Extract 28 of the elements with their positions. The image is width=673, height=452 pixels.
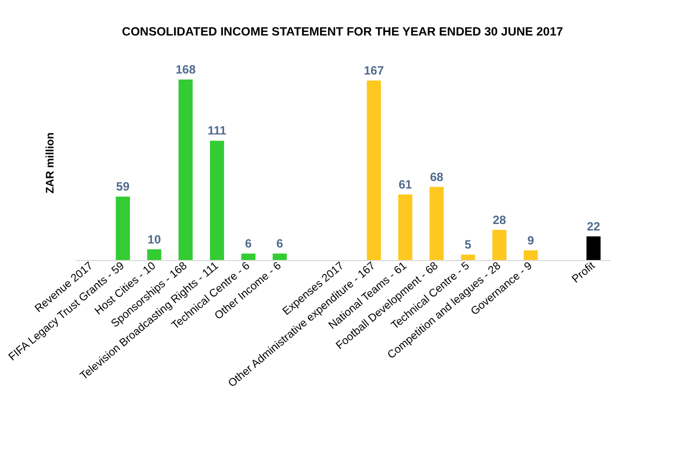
data-label: 6 bbox=[276, 236, 284, 251]
data-label: 6 bbox=[245, 236, 252, 251]
bar bbox=[430, 186, 444, 260]
bar bbox=[178, 79, 193, 260]
bar bbox=[586, 236, 601, 260]
data-label: 28 bbox=[492, 212, 506, 227]
data-label: 111 bbox=[208, 124, 227, 138]
bar bbox=[241, 254, 256, 260]
data-label: 10 bbox=[148, 232, 162, 246]
data-label: 5 bbox=[464, 238, 472, 252]
bar bbox=[147, 249, 162, 260]
data-label: 22 bbox=[586, 219, 601, 234]
y-axis-title: ZAR million bbox=[44, 132, 56, 194]
data-label: 59 bbox=[116, 180, 130, 194]
bar bbox=[366, 80, 381, 260]
bar bbox=[398, 194, 412, 260]
data-label: 68 bbox=[430, 170, 444, 184]
bar bbox=[116, 196, 130, 260]
data-label: 9 bbox=[527, 233, 534, 248]
data-label: 167 bbox=[364, 64, 384, 78]
bar bbox=[460, 254, 476, 260]
bar bbox=[492, 230, 506, 260]
data-label: 61 bbox=[398, 177, 412, 192]
chart-title: CONSOLIDATED INCOME STATEMENT FOR THE YEAR ENDED 30 JUNE 2017 bbox=[122, 24, 564, 38]
data-label: 168 bbox=[176, 62, 196, 76]
bar bbox=[272, 254, 287, 260]
bar bbox=[524, 250, 538, 260]
bar bbox=[210, 140, 224, 260]
